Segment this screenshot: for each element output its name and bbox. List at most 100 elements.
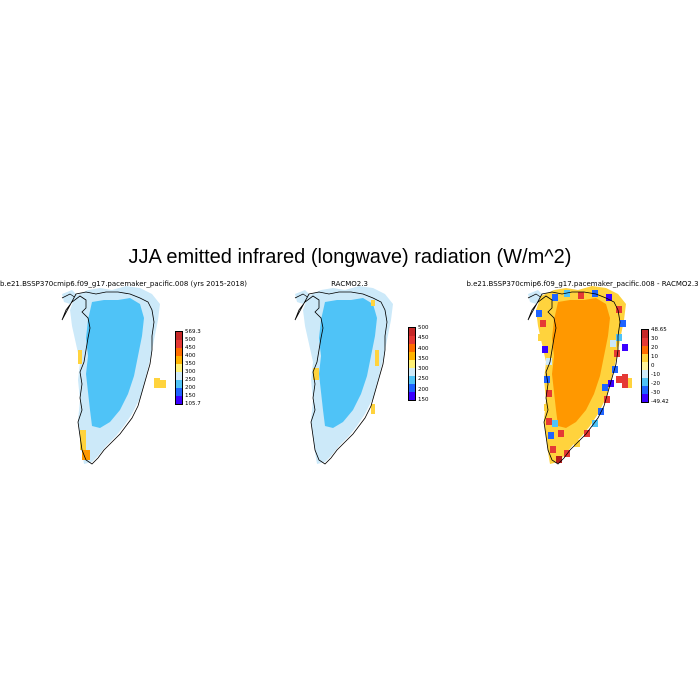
margin-cell [552,420,558,427]
margin-cell [548,432,554,439]
colorbar-swatch [176,380,182,388]
colorbar-swatch [176,348,182,356]
margin-cell [578,292,584,299]
greenland-coastline [61,291,155,465]
warm-margin-cell [82,450,90,460]
ellesmere-land [528,290,544,304]
colorbar-swatch [642,330,648,338]
colorbar-swatch [409,344,415,352]
colorbar-label: 200 [418,386,429,393]
margin-cell [616,334,622,341]
model-panel-title: b.e21.BSSP370cmip6.f09_g17.pacemaker_pac… [0,280,248,288]
colorbar-label: 20 [651,345,658,351]
ellesmere-coast [61,293,77,299]
colorbar-label: 0 [651,363,655,369]
colorbar-swatch [176,332,182,340]
colorbar-label: 150 [185,393,196,399]
ellesmere-land [295,290,311,304]
warm-margin-cell [375,350,379,366]
margin-cell [608,380,614,387]
model-map-panel: b.e21.BSSP370cmip6.f09_g17.pacemaker_pac… [0,280,248,470]
colorbar-label: -10 [651,372,660,378]
margin-cell [538,334,544,341]
margin-cell [546,390,552,397]
colorbar-swatch [409,328,415,336]
colorbar-swatch [176,372,182,380]
colorbar-label: 350 [418,355,429,362]
figure-title: JJA emitted infrared (longwave) radiatio… [128,246,572,268]
margin-cell [612,366,618,373]
colorbar-label: 350 [185,361,196,367]
model-greenland-map [61,286,166,465]
colorbar-swatch [642,362,648,370]
colorbar-label: 400 [185,353,196,359]
difference-panel-title: b.e21.BSSP370cmip6.f09_g17.pacemaker_pac… [466,280,699,288]
east-island-cell [628,378,632,388]
warm-margin-cell [313,368,319,380]
racmo-map-panel: RACMO2.3 500 450 400 350 300 250 200 150 [233,280,466,470]
margin-cell [616,306,622,313]
colorbar-label: 300 [185,369,196,375]
colorbar-swatch [642,370,648,378]
colorbar-swatch [409,392,415,400]
colorbar-label: 450 [185,345,196,351]
racmo-greenland-map [294,286,393,465]
margin-cell [584,430,590,437]
colorbar-swatch [642,386,648,394]
warm-margin-cell [371,404,375,414]
margin-cell [610,340,616,347]
colorbar-swatch [409,376,415,384]
margin-cell [592,420,598,427]
ice-sheet-region [319,298,377,428]
colorbar-swatch [642,394,648,402]
east-island-cell [622,374,628,388]
colorbar-label: -20 [651,381,660,387]
colorbar-label: 250 [185,377,196,383]
margin-cell [550,446,556,453]
ellesmere-coast [294,293,310,299]
colorbar-swatch [409,360,415,368]
margin-cell [602,384,608,391]
margin-cell [546,418,552,425]
colorbar-label: 450 [418,335,429,342]
colorbar-label: 200 [185,385,196,391]
colorbar-label: 300 [418,366,429,373]
east-island-cell [160,380,166,388]
margin-cell [542,346,548,353]
colorbar-swatch [176,364,182,372]
difference-greenland-map [527,286,632,465]
colorbar-swatch [176,388,182,396]
margin-cell [558,430,564,437]
colorbar-label: -30 [651,390,660,396]
colorbar-label: 10 [651,354,658,360]
colorbar-swatch [409,336,415,344]
colorbar-swatch [409,384,415,392]
warm-margin-cell [80,430,86,450]
margin-cell [622,344,628,351]
colorbar-label: 48.65 [651,327,667,333]
colorbar-swatch [409,352,415,360]
warm-margin-cell [78,350,82,364]
colorbar-swatch [642,354,648,362]
colorbar-swatch [176,396,182,404]
difference-map-panel: b.e21.BSSP370cmip6.f09_g17.pacemaker_pac… [466,280,699,470]
margin-cell [614,350,620,357]
ellesmere-coast [527,293,543,299]
colorbar-swatch [642,378,648,386]
greenland-coastline [294,291,388,465]
margin-cell [606,368,612,375]
ice-sheet-region [86,298,144,428]
greenland-coastline [527,291,621,465]
margin-cell [604,396,610,403]
colorbar-swatch [642,346,648,354]
margin-cell [556,456,562,463]
colorbar-label: 150 [418,397,429,403]
colorbar-label: 569.3 [185,329,201,335]
colorbar-label: 400 [418,345,429,352]
margin-cell [552,294,558,301]
east-island-cell [154,378,160,388]
racmo-panel-title: RACMO2.3 [331,280,368,288]
warm-margin-cell [371,300,375,306]
margin-cell [544,404,550,411]
colorbar-label: 30 [651,336,658,342]
